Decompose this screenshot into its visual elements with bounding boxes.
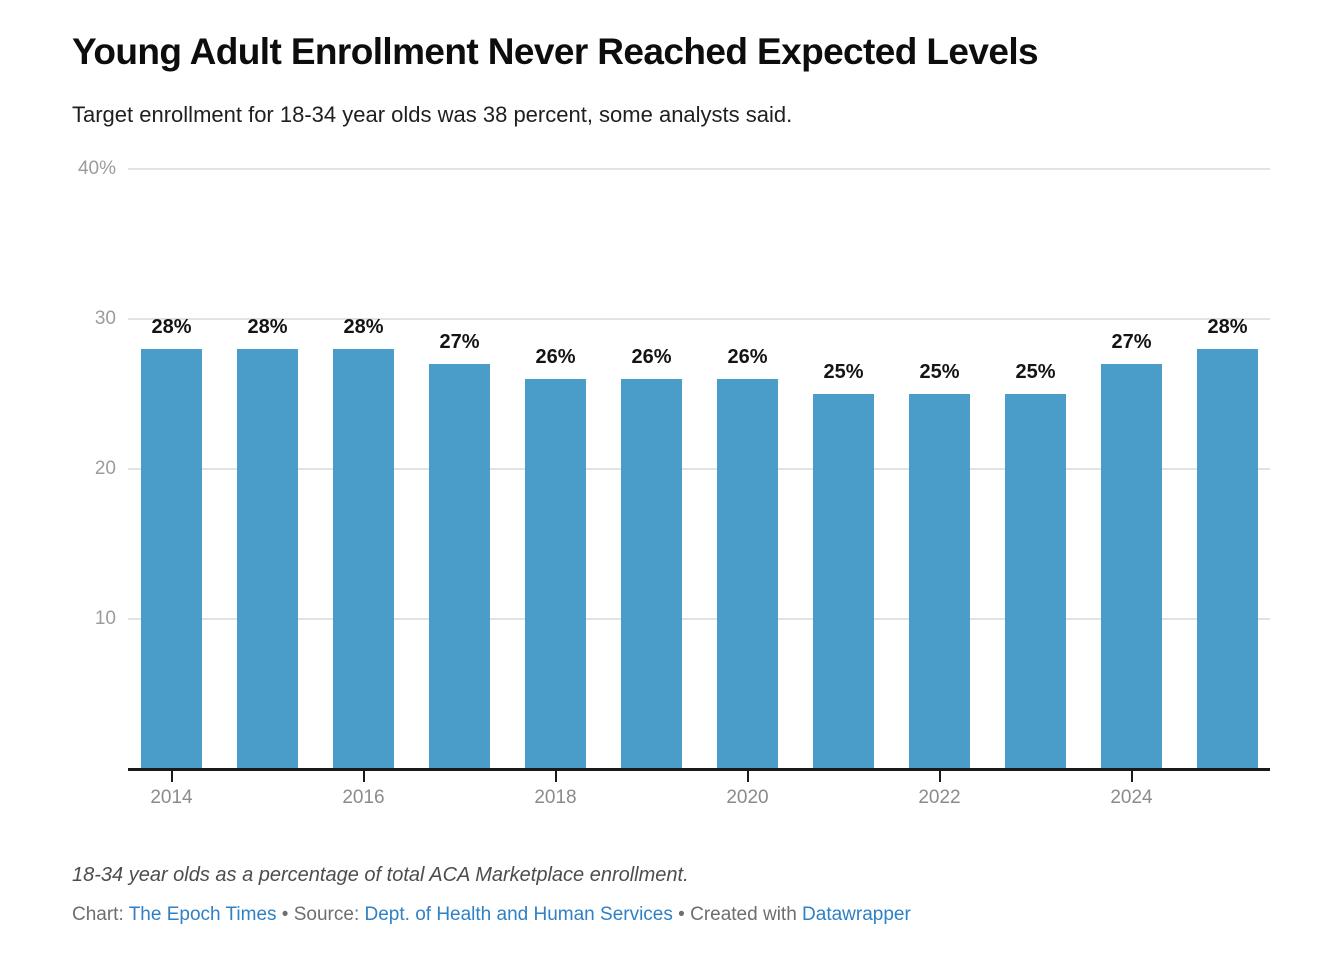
- bar-value-label-2019: 26%: [631, 346, 672, 368]
- x-axis-tick-2022: [938, 771, 941, 782]
- attribution-text: • Created with: [672, 904, 803, 925]
- bar-value-label-2015: 28%: [247, 316, 288, 338]
- bar-2017: [429, 364, 490, 769]
- x-axis-tick-2014: [170, 771, 173, 782]
- y-axis-tick-label: 10: [94, 608, 116, 629]
- bar-value-label-2025: 28%: [1207, 316, 1248, 338]
- bar-value-label-2020: 26%: [727, 346, 768, 368]
- y-axis-tick-label: 30: [94, 308, 116, 329]
- bar-value-label-2022: 25%: [919, 361, 960, 383]
- attribution-text: Chart:: [72, 904, 129, 925]
- x-axis-tick-2020: [746, 771, 749, 782]
- x-axis-tick-label-2020: 2020: [726, 787, 769, 808]
- bar-value-label-2024: 27%: [1111, 331, 1152, 353]
- x-axis-line: [128, 768, 1270, 771]
- x-axis-tick-label-2024: 2024: [1110, 787, 1153, 808]
- x-axis-tick-label-2018: 2018: [534, 787, 577, 808]
- x-axis-tick-label-2014: 2014: [150, 787, 193, 808]
- bar-2025: [1197, 349, 1258, 769]
- bar-value-label-2014: 28%: [151, 316, 192, 338]
- y-gridline-40: [128, 168, 1270, 170]
- x-axis-tick-2018: [554, 771, 557, 782]
- bar-value-label-2016: 28%: [343, 316, 384, 338]
- x-axis-tick-2024: [1130, 771, 1133, 782]
- y-axis-tick-label: 20: [94, 458, 116, 479]
- bar-2018: [525, 379, 586, 769]
- bar-value-label-2018: 26%: [535, 346, 576, 368]
- bar-value-label-2017: 27%: [439, 331, 480, 353]
- bar-2023: [1005, 394, 1066, 769]
- y-gridline-20: [128, 468, 1270, 470]
- bar-2015: [237, 349, 298, 769]
- bar-2019: [621, 379, 682, 769]
- bar-value-label-2023: 25%: [1015, 361, 1056, 383]
- y-gridline-10: [128, 618, 1270, 620]
- bar-2024: [1101, 364, 1162, 769]
- attribution-line: Chart: The Epoch Times • Source: Dept. o…: [72, 902, 911, 929]
- chart-title: Young Adult Enrollment Never Reached Exp…: [72, 31, 1039, 72]
- bar-2014: [141, 349, 202, 769]
- bar-value-label-2021: 25%: [823, 361, 864, 383]
- attribution-link-dept-of-health-and-human-services[interactable]: Dept. of Health and Human Services: [364, 904, 673, 925]
- bar-2022: [909, 394, 970, 769]
- attribution-link-the-epoch-times[interactable]: The Epoch Times: [128, 904, 277, 925]
- chart-note: 18-34 year olds as a percentage of total…: [72, 864, 689, 886]
- bar-2016: [333, 349, 394, 769]
- y-axis-tick-label: 40%: [77, 158, 116, 179]
- x-axis-tick-2016: [362, 771, 365, 782]
- y-gridline-30: [128, 318, 1270, 320]
- attribution-link-datawrapper[interactable]: Datawrapper: [802, 904, 911, 925]
- bar-2021: [813, 394, 874, 769]
- x-axis-tick-label-2022: 2022: [918, 787, 961, 808]
- bar-2020: [717, 379, 778, 769]
- chart-subtitle: Target enrollment for 18-34 year olds wa…: [72, 102, 793, 127]
- x-axis-tick-label-2016: 2016: [342, 787, 385, 808]
- attribution-text: • Source:: [276, 904, 365, 925]
